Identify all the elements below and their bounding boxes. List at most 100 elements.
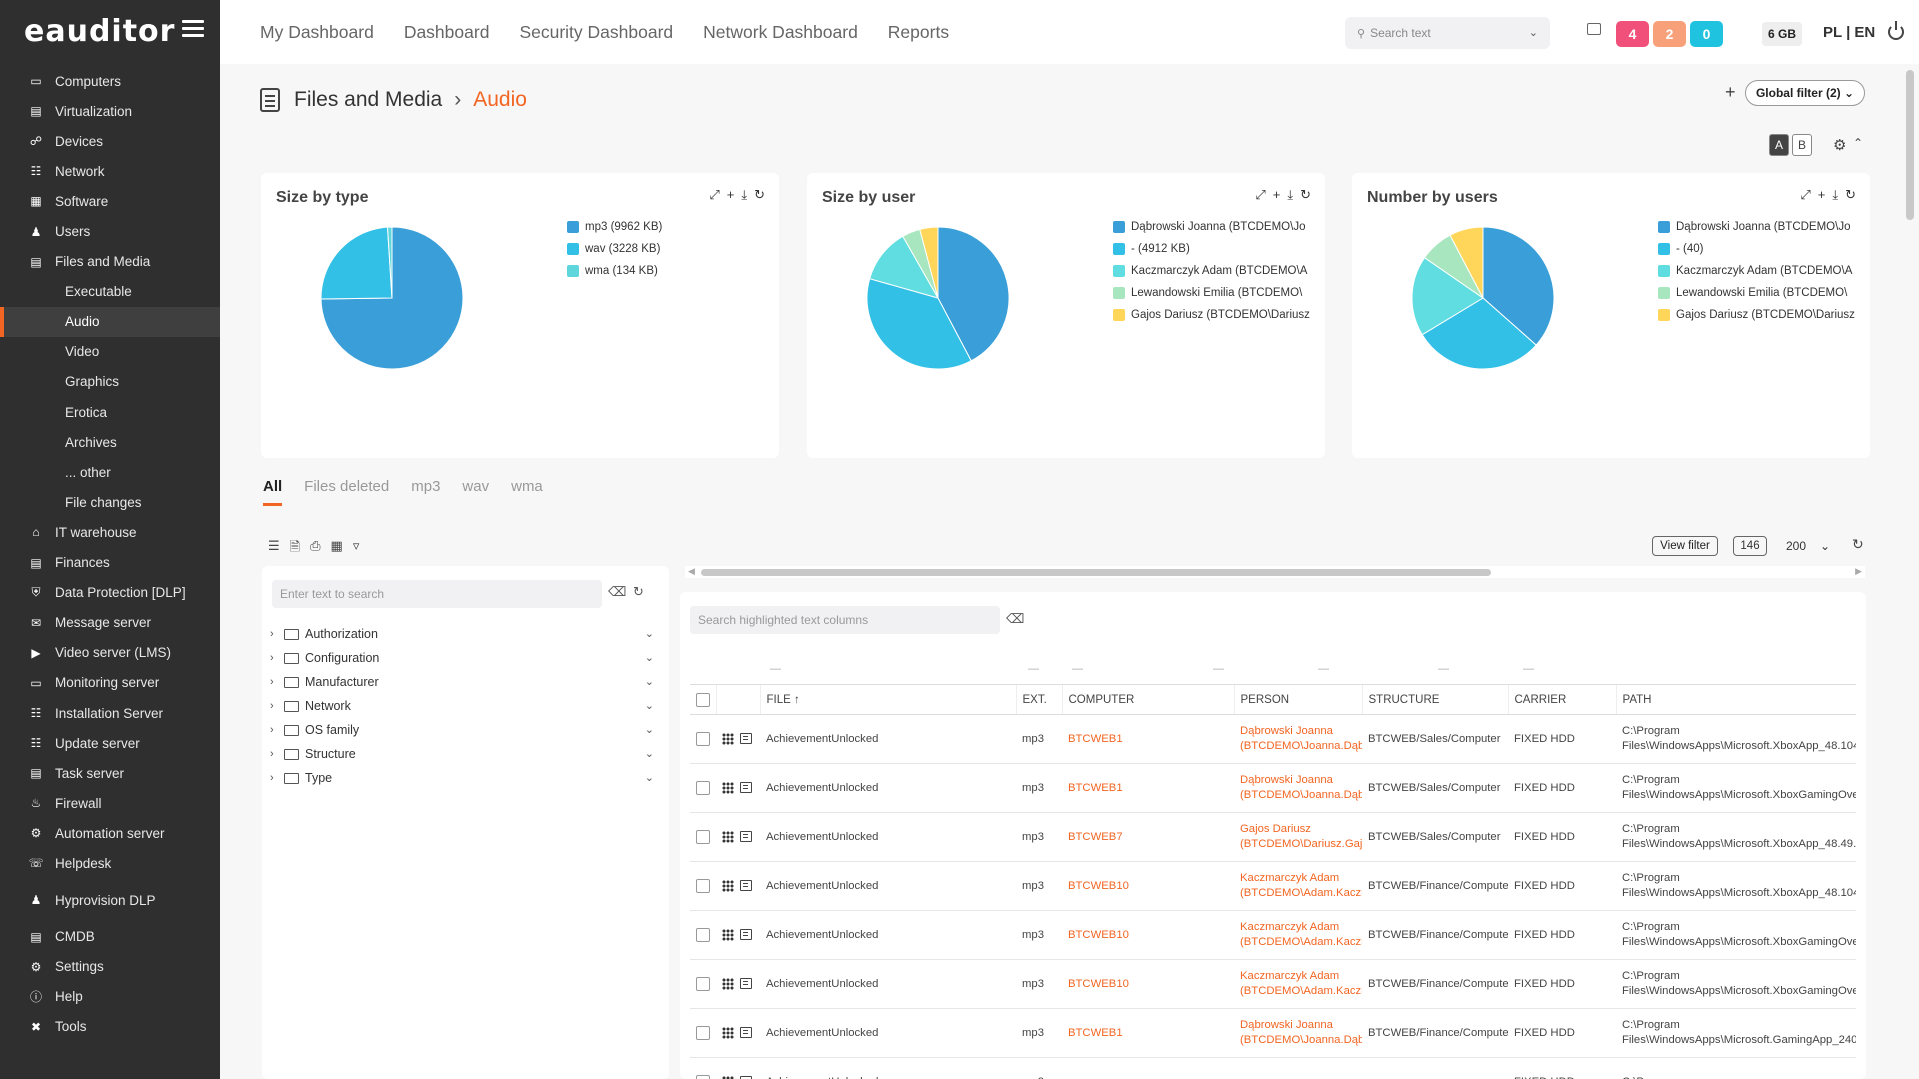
sidebar-item-firewall[interactable]: ♨ Firewall xyxy=(0,788,220,818)
legend-item[interactable]: Gajos Dariusz (BTCDEMO\Dariusz xyxy=(1113,304,1313,326)
tab-wav[interactable]: wav xyxy=(462,478,490,495)
hamburger-menu-icon[interactable] xyxy=(182,20,204,38)
tree-toggle-icon[interactable]: ☰ xyxy=(268,538,280,553)
cell-computer[interactable]: BTCWEB1 xyxy=(1062,763,1234,813)
tree-node-configuration[interactable]: › Configuration ⌄ xyxy=(270,646,660,670)
sidebar-item-data-protection-dlp[interactable]: ⛨ Data Protection [DLP] xyxy=(0,578,220,608)
cell-person[interactable]: Kaczmarczyk Adam (BTCDEMO\Adam.Kaczr xyxy=(1234,910,1362,960)
cell-person[interactable]: Kaczmarczyk Adam (BTCDEMO\Adam.Kaczr xyxy=(1234,861,1362,911)
download-icon[interactable]: ⤓ xyxy=(1832,187,1839,202)
chevron-right-icon[interactable]: › xyxy=(270,724,274,736)
grid-menu-icon[interactable] xyxy=(722,1026,734,1039)
legend-item[interactable]: Dąbrowski Joanna (BTCDEMO\Jo xyxy=(1113,216,1313,238)
tree-node-network[interactable]: › Network ⌄ xyxy=(270,694,660,718)
legend-item[interactable]: Lewandowski Emilia (BTCDEMO\ xyxy=(1658,282,1858,304)
column-filter-carrier[interactable]: — xyxy=(1438,663,1449,675)
table-row[interactable]: AchievementUnlocked mp3 BTCWEB1 Dąbrowski J… xyxy=(690,1008,1856,1058)
scroll-right-icon[interactable]: ▶ xyxy=(1855,566,1862,576)
sidebar-item-installation-server[interactable]: ☷ Installation Server xyxy=(0,698,220,728)
sidebar-item-erotica[interactable]: Erotica xyxy=(0,397,220,427)
column-filter-ext[interactable]: — xyxy=(1028,663,1039,675)
sidebar-item-other[interactable]: ... other xyxy=(0,457,220,487)
refresh-icon[interactable]: ↻ xyxy=(1852,536,1864,552)
cell-person[interactable]: Kaczmarczyk Adam (BTCDEMO\Adam.Kaczr xyxy=(1234,959,1362,1009)
legend-item[interactable]: wav (3228 KB) xyxy=(567,238,767,260)
table-search-input[interactable]: Search highlighted text columns xyxy=(690,606,1000,634)
cell-computer[interactable]: BTCWEB7 xyxy=(1062,812,1234,862)
grid-menu-icon[interactable] xyxy=(722,781,734,794)
details-icon[interactable] xyxy=(740,782,752,794)
sidebar-item-users[interactable]: ♟ Users xyxy=(0,216,220,246)
sidebar-item-update-server[interactable]: ☷ Update server xyxy=(0,728,220,758)
page-size-select[interactable]: 200 ⌄ xyxy=(1782,536,1834,556)
grid-menu-icon[interactable] xyxy=(722,879,734,892)
chevron-down-icon[interactable]: ⌄ xyxy=(644,772,654,784)
chevron-down-icon[interactable]: ⌄ xyxy=(644,700,654,712)
filter-icon[interactable]: ▿ xyxy=(352,538,360,553)
export-icon[interactable]: 🗎 xyxy=(289,539,301,554)
tab-all[interactable]: All xyxy=(263,478,283,506)
cell-person[interactable]: Gajos Dariusz (BTCDEMO\Dariusz.Gaj xyxy=(1234,812,1362,862)
select-all-checkbox[interactable] xyxy=(696,692,710,707)
cell-person[interactable] xyxy=(1234,1057,1362,1079)
pie-slice[interactable] xyxy=(1411,256,1484,336)
chevron-right-icon[interactable]: › xyxy=(270,652,274,664)
refresh-icon[interactable]: ↻ xyxy=(1300,187,1311,202)
row-checkbox[interactable] xyxy=(696,731,710,746)
cell-computer[interactable]: BTCWEB1 xyxy=(1062,1008,1234,1058)
pie-slice[interactable] xyxy=(1421,297,1537,370)
legend-item[interactable]: wma (134 KB) xyxy=(567,260,767,282)
chevron-right-icon[interactable]: › xyxy=(270,676,274,688)
table-row[interactable]: AchievementUnlocked mp3 BTCWEB1 Dąbrowski J… xyxy=(690,714,1856,764)
refresh-icon[interactable]: ↻ xyxy=(633,584,644,599)
tab-mp3[interactable]: mp3 xyxy=(411,478,441,495)
tab-files-deleted[interactable]: Files deleted xyxy=(304,478,390,495)
sort-icon[interactable]: ↑ xyxy=(794,693,800,706)
refresh-icon[interactable]: ↻ xyxy=(754,187,765,202)
legend-item[interactable]: - (4912 KB) xyxy=(1113,238,1313,260)
sidebar-item-it-warehouse[interactable]: ⌂ IT warehouse xyxy=(0,517,220,547)
row-checkbox[interactable] xyxy=(696,878,710,893)
top-nav-my-dashboard[interactable]: My Dashboard xyxy=(260,22,374,42)
legend-item[interactable]: Kaczmarczyk Adam (BTCDEMO\A xyxy=(1113,260,1313,282)
sidebar-item-video-server-lms[interactable]: ▶ Video server (LMS) xyxy=(0,638,220,668)
chevron-right-icon[interactable]: › xyxy=(270,748,274,760)
sidebar-item-finances[interactable]: ▤ Finances xyxy=(0,548,220,578)
column-filter-file[interactable]: — xyxy=(770,663,781,675)
global-filter-button[interactable]: Global filter (2) ⌄ xyxy=(1745,80,1865,106)
legend-item[interactable]: Gajos Dariusz (BTCDEMO\Dariusz xyxy=(1658,304,1858,326)
cell-computer[interactable]: BTCWEB10 xyxy=(1062,959,1234,1009)
chevron-down-icon[interactable]: ⌄ xyxy=(644,676,654,688)
column-header-computer[interactable]: COMPUTER xyxy=(1061,684,1234,715)
page-scrollbar[interactable] xyxy=(1906,70,1914,220)
table-row[interactable]: AchievementUnlocked mp3 BTCWEB10 Kaczmarczy… xyxy=(690,910,1856,960)
cell-person[interactable]: Dąbrowski Joanna (BTCDEMO\Joanna.Dąb xyxy=(1234,714,1362,764)
column-header-person[interactable]: PERSON xyxy=(1233,684,1362,715)
sidebar-item-message-server[interactable]: ✉ Message server xyxy=(0,608,220,638)
column-filter-computer[interactable]: — xyxy=(1072,663,1083,675)
expand-icon[interactable]: ⤢ xyxy=(709,187,720,202)
sidebar-item-executable[interactable]: Executable xyxy=(0,277,220,307)
row-checkbox[interactable] xyxy=(696,927,710,942)
column-header-file[interactable]: FILE ↑ xyxy=(759,684,1016,715)
sidebar-item-computers[interactable]: ▭ Computers xyxy=(0,66,220,96)
column-filter-structure[interactable]: — xyxy=(1318,663,1329,675)
sidebar-item-software[interactable]: ▦ Software xyxy=(0,186,220,216)
sidebar-item-devices[interactable]: ☍ Devices xyxy=(0,126,220,156)
pie-slice[interactable] xyxy=(937,226,1010,362)
download-icon[interactable]: ⤓ xyxy=(741,187,748,202)
sidebar-item-monitoring-server[interactable]: ▭ Monitoring server xyxy=(0,668,220,698)
clear-search-icon[interactable]: ⌫ xyxy=(608,584,627,599)
add-icon[interactable]: + xyxy=(1817,187,1826,202)
chevron-up-icon[interactable]: ⌃ xyxy=(1853,136,1864,150)
download-icon[interactable]: ⤓ xyxy=(1287,187,1294,202)
chevron-down-icon[interactable]: ⌄ xyxy=(644,652,654,664)
filter-search-input[interactable]: Enter text to search xyxy=(272,580,602,608)
tab-wma[interactable]: wma xyxy=(511,478,543,495)
cell-computer[interactable]: BTCWEB1 xyxy=(1062,714,1234,764)
columns-grid-icon[interactable]: ▦ xyxy=(330,538,343,553)
page-title[interactable]: Files and Media xyxy=(294,88,443,111)
sidebar-item-archives[interactable]: Archives xyxy=(0,427,220,457)
sidebar-item-virtualization[interactable]: ▤ Virtualization xyxy=(0,96,220,126)
